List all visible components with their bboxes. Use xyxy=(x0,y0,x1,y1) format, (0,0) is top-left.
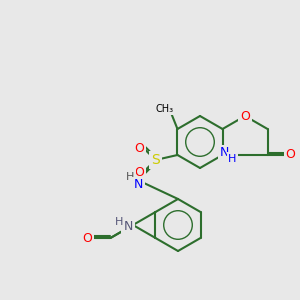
Text: H: H xyxy=(115,217,123,227)
Text: S: S xyxy=(151,153,160,167)
Text: O: O xyxy=(240,110,250,122)
Text: H: H xyxy=(228,154,237,164)
Text: O: O xyxy=(286,148,296,161)
Text: O: O xyxy=(134,142,144,154)
Text: N: N xyxy=(134,178,143,191)
Text: N: N xyxy=(123,220,133,233)
Text: O: O xyxy=(82,232,92,244)
Text: N: N xyxy=(220,146,229,160)
Text: O: O xyxy=(134,166,144,178)
Text: H: H xyxy=(126,172,135,182)
Text: CH₃: CH₃ xyxy=(155,104,173,114)
